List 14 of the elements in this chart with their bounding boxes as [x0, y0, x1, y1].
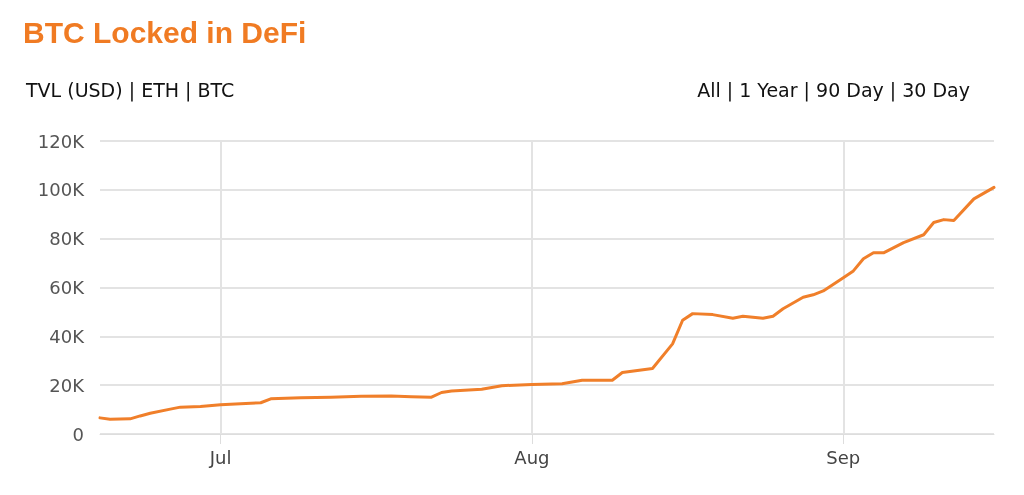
- chart-title: BTC Locked in DeFi: [23, 15, 307, 49]
- y-tick-label: 80K: [49, 228, 86, 250]
- y-tick-label: 60K: [49, 277, 86, 298]
- x-tick-label: Sep: [826, 446, 861, 468]
- text: TVL (USD) | ETH | BTC: [25, 78, 235, 102]
- x-tick-label: Jul: [208, 446, 232, 468]
- y-tick-label: 100K: [37, 179, 86, 201]
- x-tick-label: Aug: [514, 446, 550, 468]
- y-tick-label: 40K: [49, 325, 86, 347]
- text: All | 1 Year | 90 Day | 30 Day: [697, 78, 971, 102]
- y-tick-label: 0: [72, 423, 84, 445]
- y-tick-label: 20K: [49, 374, 86, 396]
- y-tick-label: 120K: [37, 130, 86, 152]
- line-series: [98, 185, 996, 421]
